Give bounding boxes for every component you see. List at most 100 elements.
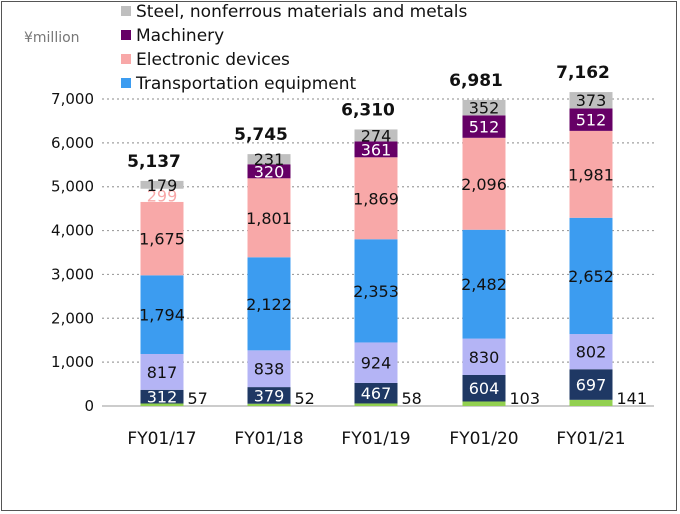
data-label: 802 [576, 343, 607, 362]
data-label: 141 [617, 389, 648, 408]
y-tick-label: 5,000 [51, 178, 94, 196]
data-label: 352 [469, 99, 500, 118]
y-tick-label: 4,000 [51, 222, 94, 240]
total-label: 5,745 [234, 125, 288, 145]
data-label: 1,794 [139, 306, 185, 325]
y-tick-label: 0 [84, 397, 94, 415]
legend-label: Electronic devices [136, 50, 290, 70]
total-label: 6,310 [341, 100, 395, 120]
y-tick-label: 6,000 [51, 134, 94, 152]
data-label: 2,482 [461, 275, 507, 294]
bar-segment [569, 399, 613, 406]
data-label: 604 [469, 379, 500, 398]
legend: Steel, nonferrous materials and metals Ma… [121, 2, 467, 94]
bar-segment [462, 99, 506, 116]
bar-segment [354, 239, 398, 343]
data-label: 231 [254, 150, 285, 169]
x-tick-label: FY01/21 [556, 429, 625, 449]
data-label: 924 [361, 354, 392, 373]
data-label: 52 [295, 389, 315, 408]
x-tick-label: FY01/19 [341, 429, 410, 449]
bar-segment [462, 401, 506, 406]
legend-swatch [121, 30, 131, 40]
bar-segment [462, 229, 506, 339]
x-tick-label: FY01/17 [127, 429, 196, 449]
bar-segment [247, 257, 291, 351]
bar-segment [140, 353, 184, 390]
bar-segment [569, 369, 613, 400]
y-tick-label: 7,000 [51, 90, 94, 108]
data-label: 103 [510, 389, 541, 408]
data-label: 467 [361, 384, 392, 403]
bar-segment [140, 180, 184, 189]
total-label: 6,981 [449, 71, 503, 91]
y-tick-label: 1,000 [51, 353, 94, 371]
data-label: 1,981 [568, 165, 614, 184]
bar-segment [140, 389, 184, 404]
data-label: 58 [402, 389, 422, 408]
data-label: 1,801 [246, 209, 292, 228]
bar-segment [462, 338, 506, 375]
legend-swatch [121, 6, 131, 16]
bar-segment [354, 382, 398, 404]
unit-label: ¥million [24, 30, 80, 46]
bar-segment [247, 178, 291, 258]
data-label: 57 [188, 389, 208, 408]
data-label: 379 [254, 386, 285, 405]
legend-label: Steel, nonferrous materials and metals [136, 2, 467, 22]
bar-segment [247, 154, 291, 165]
bar-segment [569, 217, 613, 335]
data-label: 320 [254, 162, 285, 181]
data-label: 838 [254, 360, 285, 379]
x-tick-label: FY01/20 [449, 429, 518, 449]
legend-swatch [121, 54, 131, 64]
y-tick-label: 2,000 [51, 309, 94, 327]
legend-label: Transportation equipment [135, 74, 356, 94]
bar-segment [247, 164, 291, 179]
bar-segment [569, 130, 613, 218]
data-label: 312 [147, 388, 178, 407]
bar-segment [462, 115, 506, 138]
bar-segment [569, 92, 613, 109]
data-label: 299 [147, 186, 178, 205]
bar-segment [569, 108, 613, 131]
bar-segment [247, 403, 291, 406]
data-label: 817 [147, 363, 178, 382]
total-label: 7,162 [556, 63, 610, 83]
legend-swatch [121, 78, 131, 88]
y-axis: 0 1,000 2,000 3,000 4,000 5,000 6,000 7,000 [51, 90, 94, 415]
data-label: 512 [576, 111, 607, 130]
data-label: 1,869 [353, 189, 399, 208]
y-tick-label: 3,000 [51, 265, 94, 283]
data-label: 512 [469, 118, 500, 137]
data-label: 274 [361, 126, 392, 145]
bar-segment [462, 374, 506, 402]
data-label: 830 [469, 348, 500, 367]
legend-label: Machinery [136, 26, 224, 46]
bar-segment [354, 342, 398, 383]
bar-segment [354, 403, 398, 406]
data-label: 2,096 [461, 175, 507, 194]
bar-segment [247, 387, 291, 404]
data-label: 2,122 [246, 295, 292, 314]
data-label: 2,353 [353, 282, 399, 301]
data-label: 1,675 [139, 230, 185, 249]
bar-segment [354, 129, 398, 142]
bar-segment [569, 334, 613, 370]
bar-segment [462, 137, 506, 230]
x-tick-label: FY01/18 [234, 429, 303, 449]
total-label: 5,137 [127, 152, 181, 172]
data-label: 373 [576, 91, 607, 110]
bar-segment [354, 141, 398, 158]
bar-segment [354, 157, 398, 240]
bar-segment [140, 403, 184, 406]
bar-segment [140, 275, 184, 354]
data-label: 697 [576, 376, 607, 395]
data-label: 361 [361, 140, 392, 159]
bar-segment [140, 188, 184, 202]
data-label: 179 [147, 176, 178, 195]
x-axis: FY01/17 FY01/18 FY01/19 FY01/20 FY01/21 [127, 429, 625, 449]
